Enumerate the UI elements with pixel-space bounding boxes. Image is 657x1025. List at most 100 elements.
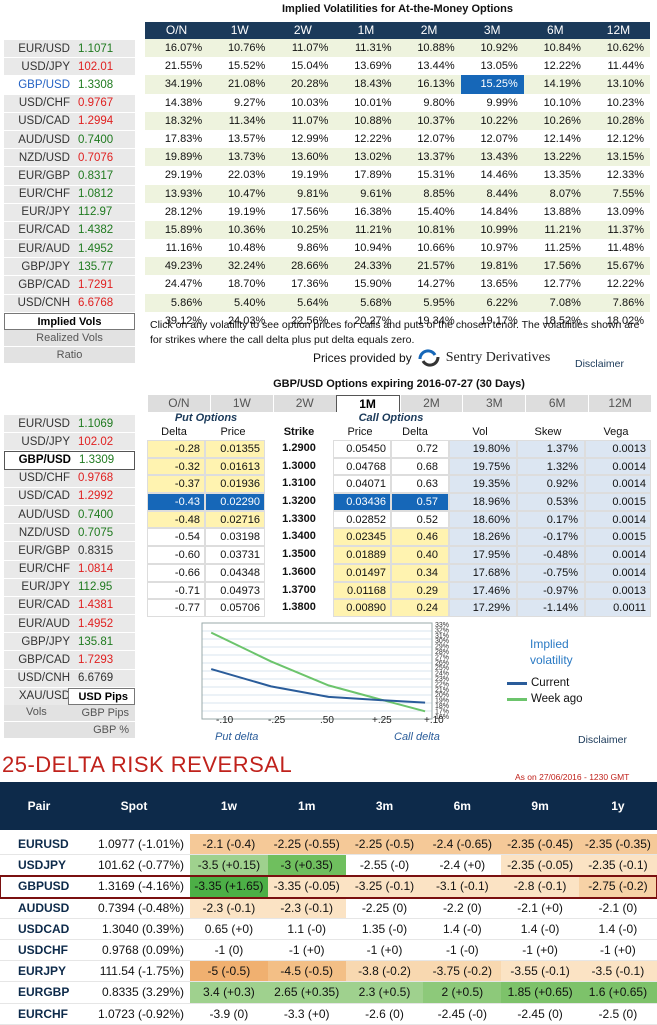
rr-row[interactable]: EURJPY 111.54 (-1.75%) -5 (-0.5) -4.5 (-0.5… [0,961,657,983]
vol-cell[interactable]: 7.08% [549,296,581,309]
pair-row[interactable]: EUR/AUD 1.4952 [4,240,135,259]
unit-tab[interactable]: GBP Pips [4,705,135,722]
vol-cell[interactable]: 14.27% [417,278,455,291]
option-cell[interactable]: 0.03198 [205,528,265,547]
vol-cell[interactable]: 12.22% [606,278,644,291]
vol-cell[interactable]: 12.07% [417,132,455,145]
option-cell[interactable]: 1.37% [517,440,585,458]
vol-cell[interactable]: 10.10% [543,96,581,109]
option-cell[interactable]: 0.46 [391,528,449,547]
option-cell[interactable]: 0.0014 [585,475,651,494]
vol-cell[interactable]: 34.19% [164,78,203,91]
pair-row[interactable]: USD/JPY 102.02 [4,433,135,452]
vol-cell[interactable]: 8.44% [486,187,518,200]
view-tab[interactable]: Implied Vols [4,313,135,330]
pair-row[interactable]: USD/CNH 6.6768 [4,295,135,313]
vol-cell[interactable]: 20.28% [291,78,329,91]
pair-row[interactable]: EUR/CAD 1.4381 [4,597,135,616]
vol-cell[interactable]: 7.55% [612,187,644,200]
vol-cell[interactable]: 20.27% [354,314,392,327]
pair-row[interactable]: AUD/USD 0.7400 [4,506,135,525]
vol-cell[interactable]: 11.21% [355,223,392,236]
rr-row[interactable]: GBPUSD 1.3169 (-4.16%) -3.35 (+1.65) -3.35 … [0,875,657,899]
vol-cell[interactable]: 9.27% [234,96,266,109]
vol-cell[interactable]: 15.25% [460,75,524,94]
vol-cell[interactable]: 19.19% [291,169,329,182]
option-cell[interactable]: 1.32% [517,457,585,476]
option-cell[interactable]: 0.01889 [333,546,391,564]
option-cell[interactable]: 0.68 [391,457,449,476]
pair-row[interactable]: NZD/USD 0.7076 [4,149,135,168]
rr-row[interactable]: AUDUSD 0.7394 (-0.48%) -2.3 (-0.1) -2.3 (-0… [0,897,657,919]
option-cell[interactable]: -0.75% [517,563,585,582]
option-cell[interactable]: 0.52 [391,510,449,529]
vol-cell[interactable]: 11.16% [165,242,203,255]
option-cell[interactable]: 0.0014 [585,563,651,582]
rr-row[interactable]: USDJPY 101.62 (-0.77%) -3.5 (+0.15) -3 (+0.… [0,855,657,877]
vol-cell[interactable]: 10.03% [291,96,329,109]
option-cell[interactable]: 0.0014 [585,457,651,476]
vol-cell[interactable]: 10.26% [543,114,581,127]
vol-cell[interactable]: 9.80% [423,96,455,109]
vol-cell[interactable]: 28.12% [164,205,203,218]
option-cell[interactable]: -0.48% [517,546,585,564]
vol-cell[interactable]: 10.88% [417,42,455,54]
vol-cell[interactable]: 9.61% [360,187,392,200]
option-cell[interactable]: 17.29% [449,599,517,617]
pair-row[interactable]: GBP/USD 1.3308 [4,76,135,95]
option-cell[interactable]: 0.57 [391,493,449,511]
vol-cell[interactable]: 12.33% [606,169,644,182]
vol-cell[interactable]: 13.93% [164,187,203,200]
pair-row[interactable]: USD/CHF 0.9767 [4,95,135,113]
vol-cell[interactable]: 10.99% [480,223,518,236]
vol-cell[interactable]: 9.99% [486,96,518,109]
vol-cell[interactable]: 13.57% [227,132,266,145]
tenor-tab[interactable]: 12M [588,395,651,412]
option-cell[interactable]: 0.04071 [333,475,391,494]
vol-cell[interactable]: 19.19% [227,205,266,218]
option-cell[interactable]: -0.54 [147,528,205,547]
vol-cell[interactable]: 10.23% [606,96,644,109]
option-cell[interactable]: 0.72 [391,440,449,458]
option-cell[interactable]: 0.24 [391,599,449,617]
pair-row[interactable]: USD/CHF 0.9768 [4,470,135,488]
tenor-tab[interactable]: O/N [147,395,210,412]
vol-cell[interactable]: 11.07% [291,42,329,54]
vol-cell[interactable]: 29.19% [164,169,203,182]
option-cell[interactable]: 0.0014 [585,546,651,564]
pair-row[interactable]: EUR/JPY 112.97 [4,204,135,222]
option-cell[interactable]: 0.40 [391,546,449,564]
option-cell[interactable]: -0.77 [147,599,205,617]
vol-cell[interactable]: 11.31% [355,42,392,54]
tenor-tab[interactable]: 1M [335,395,400,412]
vol-cell[interactable]: 8.07% [549,187,581,200]
option-cell[interactable]: 18.26% [449,528,517,547]
option-cell[interactable]: 0.03436 [333,493,391,511]
vol-cell[interactable]: 14.38% [164,96,203,109]
pair-row[interactable]: EUR/USD 1.1071 [4,40,135,59]
rr-row[interactable]: USDCAD 1.3040 (0.39%) 0.65 (+0) 1.1 (-0) 1.3… [0,918,657,940]
vol-cell[interactable]: 11.25% [544,242,581,255]
pair-row[interactable]: USD/JPY 102.01 [4,58,135,77]
vol-cell[interactable]: 5.40% [234,296,266,309]
pair-row[interactable]: EUR/GBP 0.8315 [4,542,135,561]
option-cell[interactable]: 0.29 [391,581,449,600]
vol-cell[interactable]: 18.70% [227,278,266,291]
vol-cell[interactable]: 10.36% [227,223,266,236]
vol-cell[interactable]: 17.89% [354,169,392,182]
vol-cell[interactable]: 32.24% [227,260,266,273]
vol-cell[interactable]: 17.56% [543,260,581,273]
option-cell[interactable]: 0.05450 [333,440,391,458]
vol-cell[interactable]: 5.68% [360,296,392,309]
vol-cell[interactable]: 16.07% [164,42,203,54]
option-cell[interactable]: 0.02716 [205,510,265,529]
option-cell[interactable]: 0.04768 [333,457,391,476]
rr-row[interactable]: EURCHF 1.0723 (-0.92%) -3.9 (0) -3.3 (+0) -2… [0,1003,657,1025]
option-cell[interactable]: 0.05706 [205,599,265,617]
pair-row[interactable]: USD/CAD 1.2994 [4,113,135,131]
option-cell[interactable]: 0.0015 [585,493,651,511]
view-tab[interactable]: Ratio [4,347,135,364]
pair-row[interactable]: EUR/CAD 1.4382 [4,222,135,241]
vol-cell[interactable]: 9.86% [297,242,329,255]
vol-cell[interactable]: 18.02% [606,314,644,327]
